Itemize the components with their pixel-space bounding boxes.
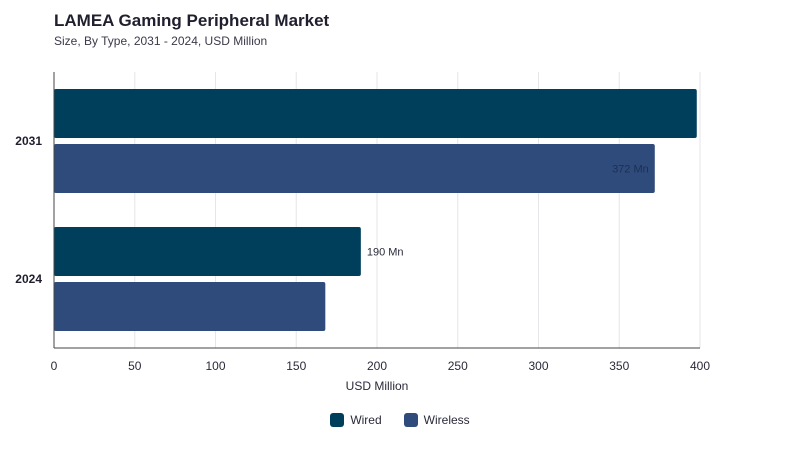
x-tick-label-200: 200 [367,359,387,373]
bar-wireless-2024[interactable] [54,282,326,331]
legend-item-wireless[interactable]: Wireless [403,413,470,427]
axes: 0 50 100 150 200 250 300 350 400 2031 2024 [15,72,710,373]
legend: Wired Wireless [0,413,800,427]
x-tick-label-400: 400 [690,359,710,373]
legend-item-wired[interactable]: Wired [330,413,382,427]
x-tick-label-300: 300 [528,359,548,373]
x-axis-title: USD Million [346,379,409,393]
data-labels: 372 Mn 190 Mn [367,164,649,259]
bars [54,89,697,331]
x-tick-label-350: 350 [609,359,629,373]
data-label-wired-2024: 190 Mn [367,247,404,259]
chart-title: LAMEA Gaming Peripheral Market [54,11,330,30]
x-tick-label-100: 100 [205,359,225,373]
x-tick-label-250: 250 [448,359,468,373]
data-label-wireless-2031: 372 Mn [612,164,649,176]
legend-swatch-wireless [403,413,418,427]
bar-wired-2024[interactable] [54,227,361,276]
chart-subtitle: Size, By Type, 2031 - 2024, USD Million [54,34,268,48]
y-tick-label-2031: 2031 [15,134,42,148]
legend-swatch-wired [330,413,345,427]
bar-wireless-2031[interactable] [54,144,655,193]
x-tick-label-0: 0 [51,359,58,373]
legend-label-wired: Wired [350,413,382,427]
legend-label-wireless: Wireless [423,413,470,427]
y-tick-label-2024: 2024 [15,272,42,286]
x-tick-label-150: 150 [286,359,306,373]
bar-wired-2031[interactable] [54,89,697,138]
bar-chart: 372 Mn 190 Mn 0 50 100 150 200 250 300 350 400 203… [15,72,710,393]
x-tick-label-50: 50 [128,359,142,373]
